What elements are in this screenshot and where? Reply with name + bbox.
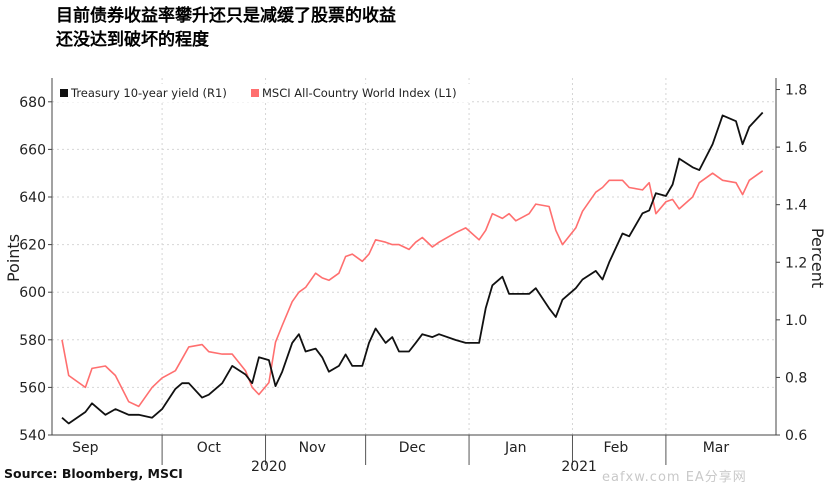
y-axis-label-right: Percent bbox=[808, 228, 827, 288]
legend-background bbox=[56, 84, 472, 102]
legend-swatch-treasury bbox=[60, 89, 68, 97]
x-year-label: 2020 bbox=[251, 459, 287, 475]
source-note: Source: Bloomberg, MSCI bbox=[4, 466, 183, 481]
left-tick-label: 560 bbox=[19, 380, 46, 396]
y-axis-label-left: Points bbox=[4, 234, 23, 282]
x-axis: Sep Oct Nov Dec Jan Feb Mar 2020 2021 bbox=[72, 435, 729, 475]
treasury-yield-line bbox=[61, 111, 764, 425]
legend-swatch-msci bbox=[251, 89, 259, 97]
x-month-label: Dec bbox=[399, 440, 426, 456]
left-tick-label: 600 bbox=[19, 285, 46, 301]
watermark: eafxw.com EA分享网 bbox=[602, 470, 747, 485]
chart-title-line-2: 还没达到破坏的程度 bbox=[56, 30, 209, 50]
x-month-label: Jan bbox=[504, 440, 527, 456]
right-tick-label: 1.4 bbox=[785, 198, 807, 214]
x-year-label: 2021 bbox=[561, 459, 597, 475]
right-tick-label: 0.8 bbox=[785, 370, 807, 386]
x-month-label: Mar bbox=[703, 440, 730, 456]
plot-frame bbox=[51, 78, 777, 436]
x-month-label: Nov bbox=[299, 440, 326, 456]
right-tick-label: 1.2 bbox=[785, 255, 807, 271]
x-month-label: Sep bbox=[72, 440, 99, 456]
left-tick-label: 620 bbox=[19, 238, 46, 254]
right-tick-label: 1.0 bbox=[785, 313, 807, 329]
legend-label-msci: MSCI All-Country World Index (L1) bbox=[262, 86, 457, 100]
right-axis-ticks: 0.6 0.8 1.0 1.2 1.4 1.6 1.8 bbox=[776, 83, 807, 444]
right-tick-label: 1.6 bbox=[785, 140, 807, 156]
chart-title: 目前债券收益率攀升还只是减缓了股票的收益 还没达到破坏的程度 bbox=[56, 4, 676, 52]
left-tick-label: 540 bbox=[19, 428, 46, 444]
legend: Treasury 10-year yield (R1) MSCI All-Coun… bbox=[56, 84, 472, 102]
left-tick-label: 580 bbox=[19, 333, 46, 349]
right-tick-label: 0.6 bbox=[785, 428, 807, 444]
series-lines bbox=[61, 111, 764, 425]
left-axis-ticks: 540 560 580 600 620 640 660 680 bbox=[19, 95, 52, 444]
left-tick-label: 680 bbox=[19, 95, 46, 111]
right-tick-label: 1.8 bbox=[785, 83, 807, 99]
msci-index-line bbox=[61, 170, 764, 408]
chart-title-line-1: 目前债券收益率攀升还只是减缓了股票的收益 bbox=[56, 6, 396, 26]
legend-label-treasury: Treasury 10-year yield (R1) bbox=[70, 86, 227, 100]
grid-lines bbox=[52, 78, 776, 436]
left-tick-label: 640 bbox=[19, 190, 46, 206]
x-month-label: Oct bbox=[197, 440, 222, 456]
x-month-label: Feb bbox=[603, 440, 628, 456]
left-tick-label: 660 bbox=[19, 142, 46, 158]
